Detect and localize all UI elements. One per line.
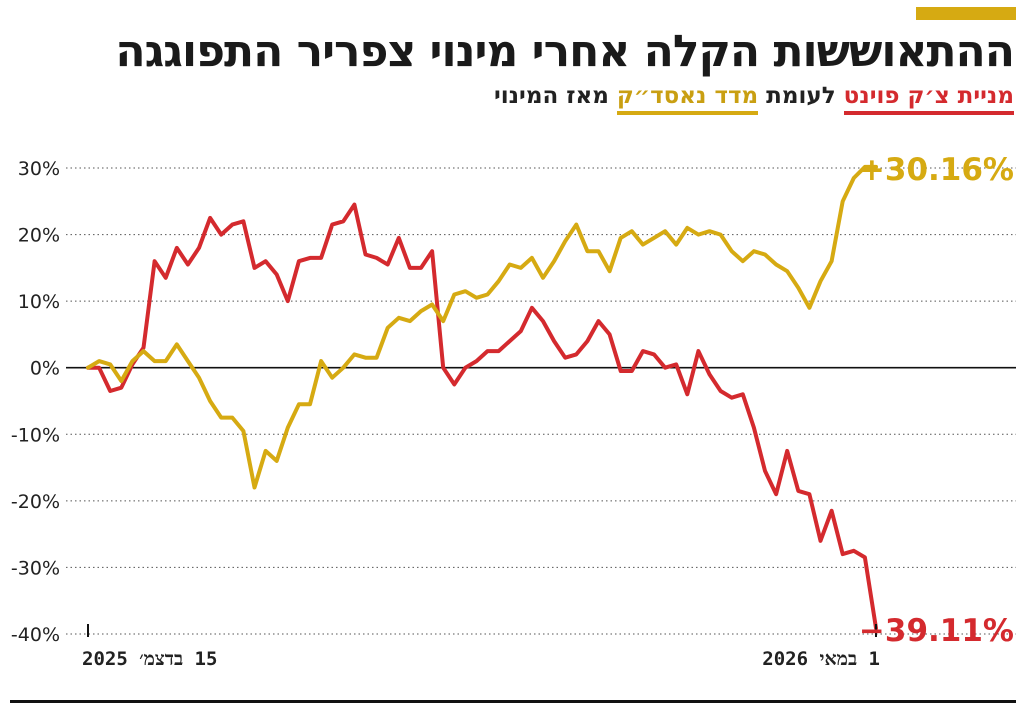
x-axis: 15 בדצמ׳ 2025 1 במאי 2026 [82, 624, 880, 670]
subtitle-suffix: מאז המינוי [493, 83, 617, 109]
end-label-checkpoint: −39.11% [859, 613, 1014, 649]
y-tick-label: 0% [30, 358, 60, 380]
x-tick-label-start: 15 בדצמ׳ 2025 [82, 648, 217, 670]
chart-title: ההתאוששות הקלה אחרי מינוי צפריר התפוגגה [115, 26, 1015, 77]
y-tick-label: -30% [11, 557, 60, 579]
subtitle-connector: לעומת [758, 83, 844, 109]
y-tick-label: 30% [18, 158, 60, 180]
end-label-nasdaq: +30.16% [859, 152, 1014, 188]
y-axis-ticks: 30% 20% 10% 0% -10% -20% -30% -40% [11, 158, 60, 646]
legend-nasdaq: מדד נאסד״ק [616, 83, 759, 115]
accent-bar [916, 7, 1016, 20]
series-line-nasdaq [86, 164, 878, 490]
y-tick-label: -20% [11, 491, 60, 513]
legend-checkpoint: מניית צ׳ק פוינט [843, 83, 1014, 115]
series-lines [86, 164, 878, 631]
y-tick-label: -40% [11, 624, 60, 646]
x-tick-label-end: 1 במאי 2026 [762, 648, 880, 670]
bottom-rule [10, 700, 1016, 703]
y-tick-label: -10% [11, 424, 60, 446]
grid-lines [66, 167, 1016, 635]
y-tick-label: 10% [18, 291, 60, 313]
y-tick-label: 20% [18, 225, 60, 247]
series-line-checkpoint [86, 202, 878, 631]
end-labels: −39.11% +30.16% [859, 152, 1014, 649]
chart-subtitle: מניית צ׳ק פוינט לעומת מדד נאסד״ק מאז המי… [14, 80, 1014, 115]
